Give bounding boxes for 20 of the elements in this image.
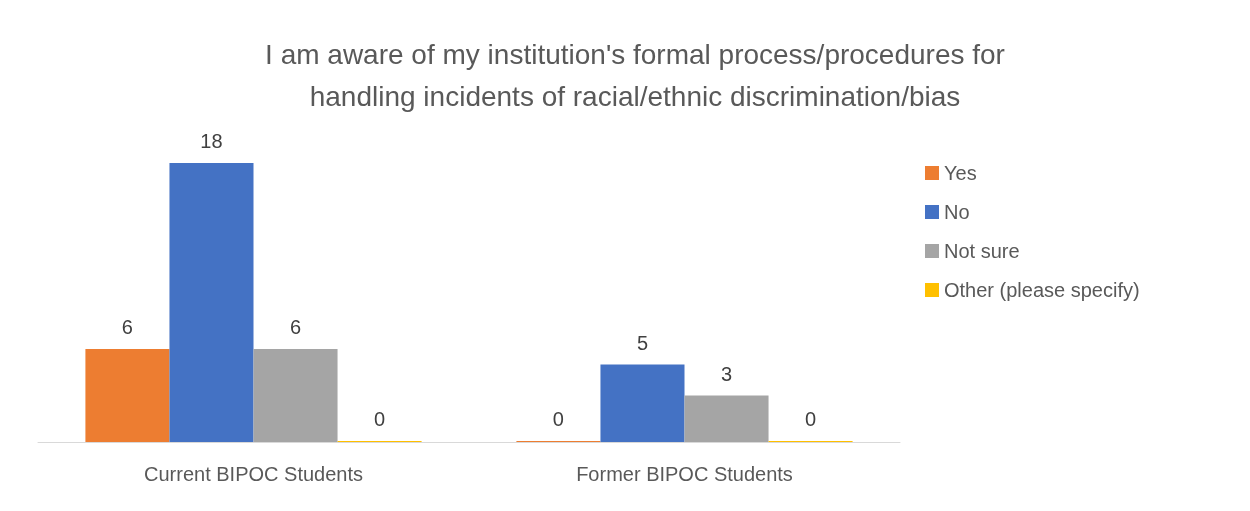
legend-label: Not sure bbox=[944, 240, 1020, 262]
data-label: 0 bbox=[552, 408, 564, 430]
data-label: 3 bbox=[720, 362, 733, 385]
legend-label: No bbox=[944, 201, 970, 223]
data-label: 0 bbox=[805, 408, 817, 430]
bar bbox=[169, 163, 254, 442]
bar bbox=[85, 349, 170, 442]
legend-label: Other (please specify) bbox=[944, 279, 1140, 301]
data-label: 5 bbox=[636, 331, 649, 354]
data-label: 6 bbox=[289, 316, 302, 338]
legend-label: Yes bbox=[944, 162, 977, 184]
x-tick-label: Current BIPOC Students bbox=[144, 463, 363, 485]
data-label: 18 bbox=[200, 130, 223, 152]
bar bbox=[253, 349, 338, 442]
bar bbox=[600, 364, 685, 442]
data-label: 6 bbox=[121, 316, 133, 338]
x-tick-label: Former BIPOC Students bbox=[576, 463, 793, 485]
data-label: 0 bbox=[374, 408, 386, 430]
chart-title: I am aware of my institution's formal process/procedures for handling incidents of racial/ethnic discrimination/bias bbox=[265, 38, 1005, 112]
bar bbox=[684, 395, 769, 442]
